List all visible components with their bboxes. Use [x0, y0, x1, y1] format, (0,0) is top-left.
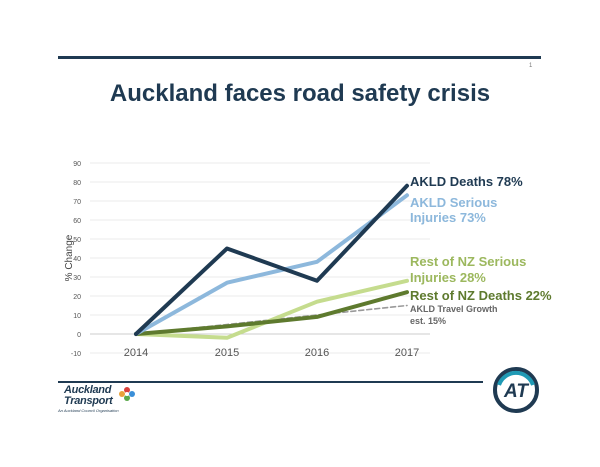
x-tick-label: 2016	[305, 347, 329, 359]
chart-series	[134, 183, 409, 340]
label-nz-deaths: Rest of NZ Deaths 22%	[410, 288, 552, 303]
x-tick-label: 2014	[124, 347, 148, 359]
y-tick-label: 0	[77, 332, 81, 339]
series-line-1	[134, 183, 409, 336]
label-akld-serious-1: AKLD Serious	[410, 195, 497, 210]
x-tick-label: 2017	[395, 347, 419, 359]
series-line-2	[134, 193, 409, 336]
bottom-rule	[58, 381, 483, 383]
top-rule	[58, 56, 541, 59]
label-travel-1: AKLD Travel Growth	[410, 304, 498, 314]
at-logo-icon: AT	[493, 367, 539, 413]
label-nz-serious-1: Rest of NZ Serious	[410, 254, 526, 269]
y-tick-label: 70	[73, 199, 81, 206]
label-travel-2: est. 15%	[410, 316, 446, 326]
y-tick-label: 20	[73, 294, 81, 301]
slide-title: Auckland faces road safety crisis	[109, 80, 491, 107]
label-nz-serious-2: Injuries 28%	[410, 270, 486, 285]
at-logo-text: AT	[503, 381, 529, 402]
y-tick-label: 80	[73, 180, 81, 187]
y-tick-label: 50	[73, 237, 81, 244]
y-tick-labels: -10 0 10 20 30 40 50 60 70 80 90	[71, 161, 81, 358]
logo-subtitle: An Auckland Council Organisation	[58, 408, 119, 413]
x-tick-labels: 2014 2015 2016 2017	[124, 347, 419, 359]
y-tick-label: 30	[73, 275, 81, 282]
series-line-4	[134, 290, 409, 336]
y-tick-label: 10	[73, 313, 81, 320]
series-labels: AKLD Deaths 78% AKLD Serious Injuries 73…	[410, 174, 552, 326]
chart-grid	[90, 162, 430, 354]
flower-icon	[119, 387, 135, 401]
logo-line-1: Auckland	[64, 384, 112, 396]
logo-line-2: Transport	[64, 395, 113, 407]
y-tick-label: 40	[73, 256, 81, 263]
y-tick-label: 90	[73, 161, 81, 168]
label-akld-deaths: AKLD Deaths 78%	[410, 174, 523, 189]
y-tick-label: 60	[73, 218, 81, 225]
y-axis-label: % Change	[64, 234, 75, 281]
label-akld-serious-2: Injuries 73%	[410, 210, 486, 225]
page-number: 1	[529, 63, 533, 69]
y-tick-label: -10	[71, 351, 81, 358]
x-tick-label: 2015	[215, 347, 239, 359]
auckland-transport-logo: Auckland Transport An Auckland Council O…	[58, 384, 138, 414]
